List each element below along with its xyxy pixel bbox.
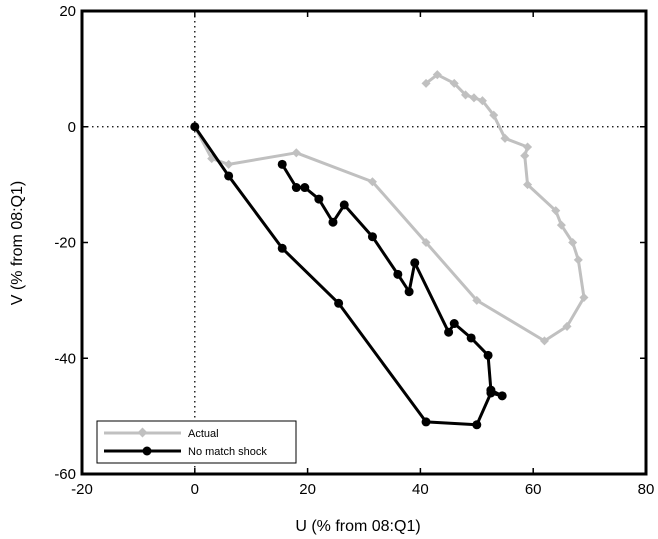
data-point-actual	[291, 148, 301, 158]
data-point-actual	[224, 159, 234, 169]
data-point-no-match-shock	[486, 385, 496, 395]
data-point-no-match-shock	[466, 333, 476, 343]
legend-no-match-marker	[142, 446, 152, 456]
data-point-actual	[421, 78, 431, 88]
legend-actual-marker	[137, 427, 148, 438]
data-point-no-match-shock	[300, 183, 310, 193]
data-point-no-match-shock	[277, 243, 287, 253]
data-point-no-match-shock	[444, 327, 454, 337]
axes-layer	[80, 9, 648, 476]
legend: Actual No match shock	[96, 420, 297, 464]
data-point-actual	[449, 78, 459, 88]
data-point-actual	[367, 177, 377, 187]
data-point-no-match-shock	[367, 232, 377, 242]
y-tick-label: -20	[54, 235, 76, 252]
y-tick-label: -40	[54, 350, 76, 367]
data-point-actual	[432, 70, 442, 80]
data-point-actual	[469, 93, 479, 103]
plot-frame	[80, 9, 648, 476]
data-point-no-match-shock	[224, 171, 234, 181]
data-point-no-match-shock	[314, 194, 324, 204]
data-point-no-match-shock	[277, 159, 287, 169]
data-point-actual	[520, 151, 530, 161]
data-point-no-match-shock	[393, 269, 403, 279]
legend-actual-label: Actual	[188, 428, 219, 440]
x-tick-label: 60	[525, 481, 542, 498]
data-point-no-match-shock	[190, 122, 200, 132]
data-point-no-match-shock	[291, 183, 301, 193]
data-point-no-match-shock	[404, 287, 414, 297]
data-point-actual	[573, 255, 583, 265]
data-point-no-match-shock	[421, 417, 431, 427]
x-tick-label: 40	[412, 481, 429, 498]
x-tick-label: 0	[191, 481, 199, 498]
series-layer	[190, 70, 589, 430]
x-tick-label: 20	[299, 481, 316, 498]
data-point-actual	[523, 142, 533, 152]
data-point-no-match-shock	[328, 217, 338, 227]
data-point-actual	[562, 321, 572, 331]
x-tick-label: 80	[638, 481, 655, 498]
data-point-no-match-shock	[334, 298, 344, 308]
data-point-actual	[460, 90, 471, 100]
data-point-no-match-shock	[339, 200, 349, 210]
x-tick-label: -20	[71, 481, 93, 498]
y-tick-label: -60	[54, 466, 76, 483]
data-point-actual	[539, 336, 550, 346]
tick-labels: -20 0 20 40 60 80 -60 -40 -20 0 20	[54, 3, 654, 498]
legend-box	[96, 420, 297, 464]
y-axis-label: V (% from 08:Q1)	[9, 181, 26, 305]
data-point-no-match-shock	[410, 258, 420, 268]
x-axis-label: U (% from 08:Q1)	[295, 518, 420, 535]
data-point-no-match-shock	[483, 350, 493, 360]
data-point-no-match-shock	[497, 391, 507, 401]
legend-no-match-label: No match shock	[188, 446, 267, 458]
y-tick-label: 0	[68, 119, 76, 136]
y-tick-label: 20	[59, 3, 76, 20]
reference-lines	[82, 11, 646, 474]
data-point-no-match-shock	[449, 319, 459, 329]
data-point-no-match-shock	[472, 420, 482, 430]
